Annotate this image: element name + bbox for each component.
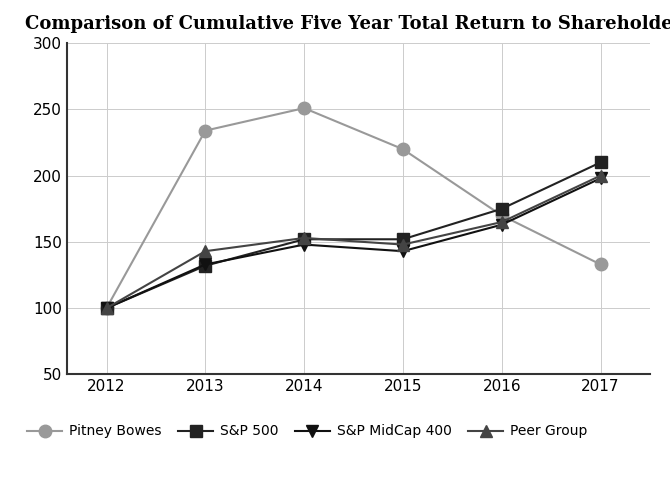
- Legend: Pitney Bowes, S&P 500, S&P MidCap 400, Peer Group: Pitney Bowes, S&P 500, S&P MidCap 400, P…: [27, 424, 587, 438]
- Title: Comparison of Cumulative Five Year Total Return to Shareholders: Comparison of Cumulative Five Year Total…: [25, 15, 670, 33]
